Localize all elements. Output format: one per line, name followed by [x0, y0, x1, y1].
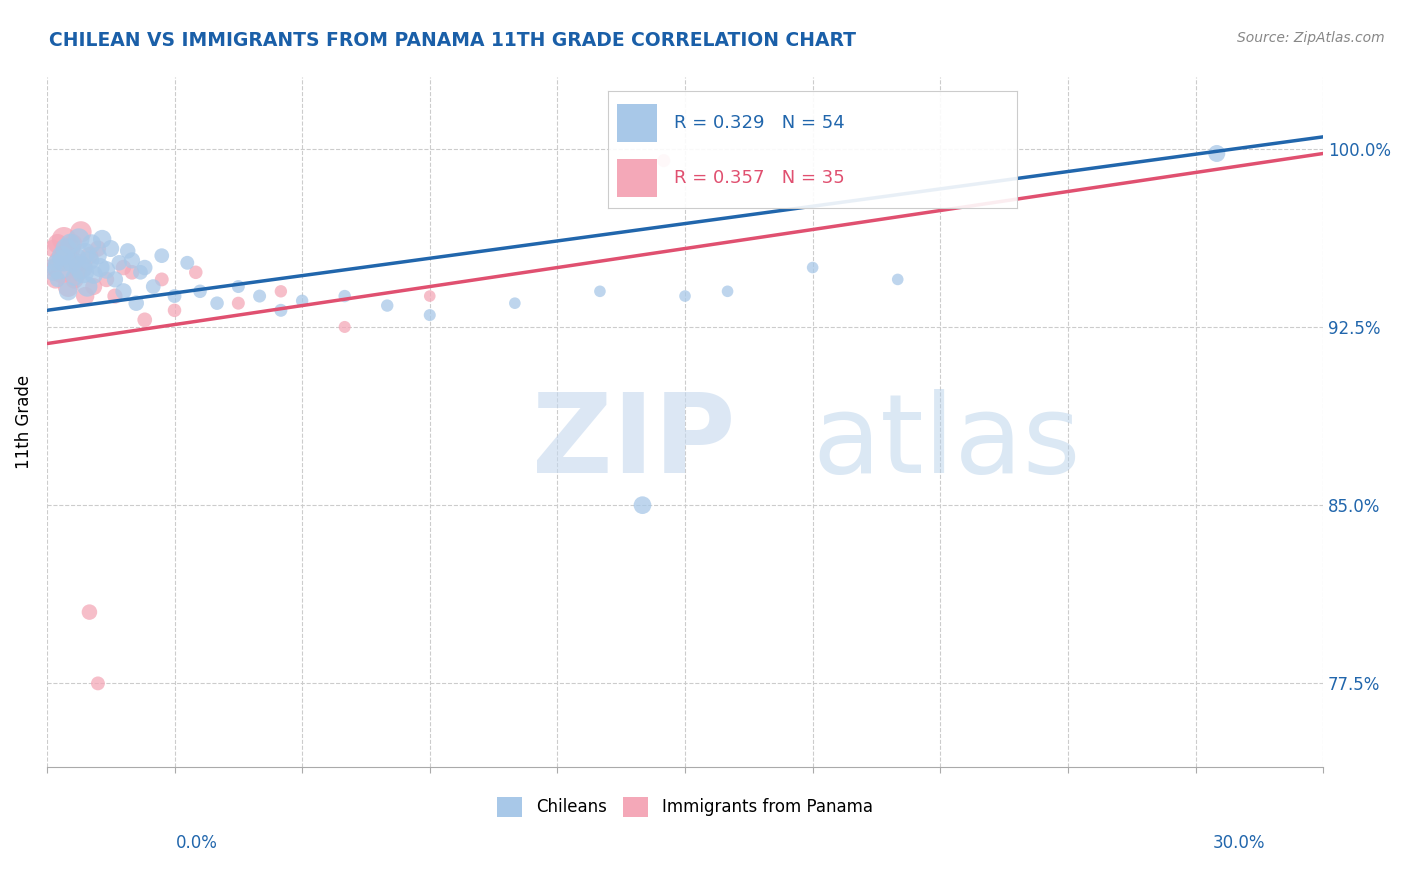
- Point: [134, 313, 156, 327]
- Text: atlas: atlas: [813, 389, 1081, 496]
- Point: [188, 285, 211, 299]
- Point: [89, 260, 111, 275]
- Point: [801, 260, 824, 275]
- Point: [44, 272, 66, 286]
- Point: [75, 246, 97, 260]
- Point: [134, 260, 156, 275]
- Point: [205, 296, 228, 310]
- Point: [631, 498, 654, 512]
- Text: ZIP: ZIP: [531, 389, 735, 496]
- Point: [184, 265, 207, 279]
- Point: [48, 260, 70, 275]
- Point: [716, 285, 738, 299]
- Point: [87, 242, 110, 256]
- Point: [291, 293, 314, 308]
- Point: [56, 279, 79, 293]
- Point: [80, 236, 103, 251]
- Point: [96, 263, 118, 277]
- Point: [63, 270, 86, 285]
- Point: [39, 260, 62, 275]
- Point: [70, 260, 93, 275]
- Point: [76, 279, 98, 293]
- Point: [419, 289, 441, 303]
- Text: Source: ZipAtlas.com: Source: ZipAtlas.com: [1237, 31, 1385, 45]
- Point: [83, 268, 105, 282]
- Point: [142, 279, 165, 293]
- Point: [83, 279, 105, 293]
- Point: [112, 285, 135, 299]
- Point: [55, 249, 77, 263]
- Point: [333, 289, 356, 303]
- Point: [100, 242, 122, 256]
- Text: CHILEAN VS IMMIGRANTS FROM PANAMA 11TH GRADE CORRELATION CHART: CHILEAN VS IMMIGRANTS FROM PANAMA 11TH G…: [49, 31, 856, 50]
- Point: [150, 249, 173, 263]
- Point: [79, 253, 101, 268]
- Point: [652, 153, 675, 168]
- Point: [228, 279, 250, 293]
- Point: [46, 272, 69, 286]
- Point: [59, 242, 82, 256]
- Point: [419, 308, 441, 322]
- Point: [62, 256, 84, 270]
- Point: [108, 256, 131, 270]
- Point: [270, 303, 292, 318]
- Point: [42, 242, 65, 256]
- Point: [104, 272, 127, 286]
- Point: [72, 265, 94, 279]
- Point: [67, 232, 90, 246]
- Text: 30.0%: 30.0%: [1213, 834, 1265, 852]
- Point: [66, 251, 89, 265]
- Point: [96, 272, 118, 286]
- Point: [87, 249, 110, 263]
- Legend: Chileans, Immigrants from Panama: Chileans, Immigrants from Panama: [491, 790, 879, 823]
- Point: [375, 299, 398, 313]
- Point: [270, 285, 292, 299]
- Point: [75, 289, 97, 303]
- Point: [72, 260, 94, 275]
- Point: [67, 265, 90, 279]
- Point: [163, 289, 186, 303]
- Point: [51, 265, 73, 279]
- Point: [163, 303, 186, 318]
- Point: [48, 253, 70, 268]
- Point: [87, 676, 110, 690]
- Point: [59, 236, 82, 251]
- Point: [129, 265, 152, 279]
- Point: [121, 265, 143, 279]
- Point: [44, 256, 66, 270]
- Point: [121, 253, 143, 268]
- Point: [55, 242, 77, 256]
- Point: [333, 320, 356, 334]
- Point: [91, 232, 114, 246]
- Point: [503, 296, 526, 310]
- Point: [46, 236, 69, 251]
- Point: [150, 272, 173, 286]
- Point: [42, 265, 65, 279]
- Point: [112, 260, 135, 275]
- Text: 0.0%: 0.0%: [176, 834, 218, 852]
- Point: [125, 296, 148, 310]
- Point: [1205, 146, 1227, 161]
- Point: [673, 289, 696, 303]
- Point: [51, 249, 73, 263]
- Point: [104, 289, 127, 303]
- Point: [52, 232, 75, 246]
- Point: [249, 289, 271, 303]
- Point: [56, 285, 79, 299]
- Point: [228, 296, 250, 310]
- Point: [79, 605, 101, 619]
- Point: [70, 225, 93, 239]
- Y-axis label: 11th Grade: 11th Grade: [15, 375, 32, 469]
- Point: [117, 244, 139, 258]
- Point: [63, 272, 86, 286]
- Point: [886, 272, 908, 286]
- Point: [589, 285, 612, 299]
- Point: [62, 236, 84, 251]
- Point: [79, 249, 101, 263]
- Point: [52, 253, 75, 268]
- Point: [66, 256, 89, 270]
- Point: [176, 256, 198, 270]
